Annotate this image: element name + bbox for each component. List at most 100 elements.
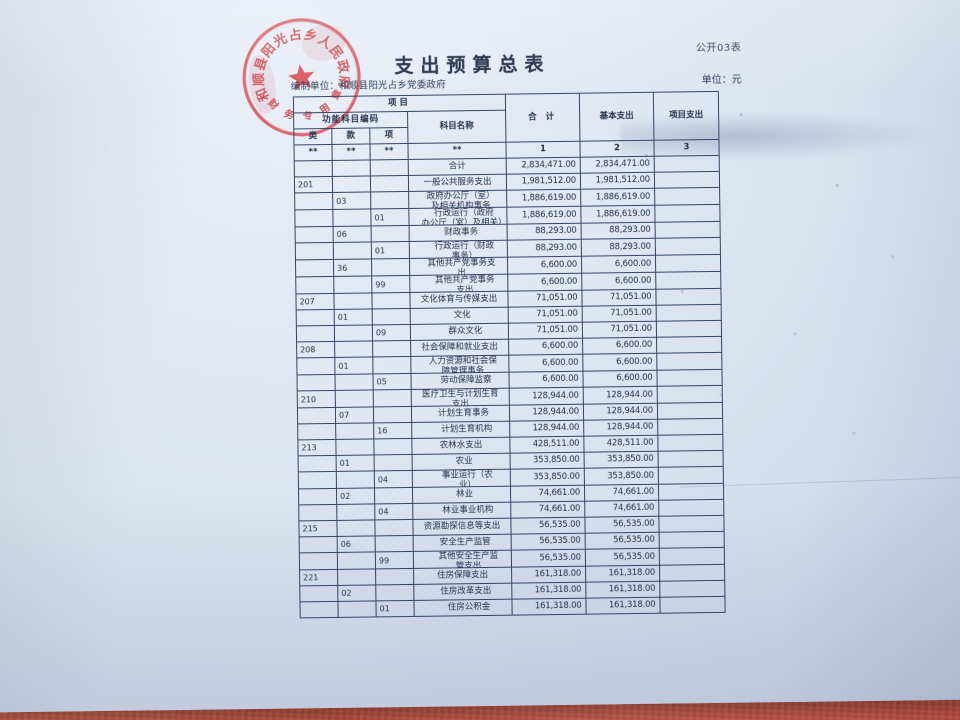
cell-item bbox=[372, 340, 411, 357]
header-function-code-group: 功能科目编码 bbox=[293, 111, 408, 129]
seal-char: 政 bbox=[333, 58, 352, 75]
cell-subject-name: 合计 bbox=[408, 158, 507, 176]
cell-subject-name: 文化体育与传媒支出 bbox=[409, 291, 509, 309]
cell-item bbox=[370, 175, 409, 192]
cell-subject-name: 政府办公厅（室） 及相关机构事务 bbox=[408, 190, 507, 209]
cell-subject-name: 社会保障和就业支出 bbox=[410, 339, 509, 357]
cell-total: 428,511.00 bbox=[509, 436, 585, 454]
cell-item: 04 bbox=[374, 503, 413, 520]
cell-class bbox=[296, 357, 335, 375]
cell-item bbox=[371, 292, 411, 309]
seal-char: 阳 bbox=[259, 40, 280, 61]
cell-item bbox=[372, 308, 411, 325]
cell-item: 01 bbox=[375, 600, 415, 617]
cell-total: 353,850.00 bbox=[510, 452, 585, 470]
cell-section: 02 bbox=[336, 487, 375, 505]
cell-project-expenditure bbox=[659, 547, 725, 566]
cell-item bbox=[370, 191, 409, 209]
cell-project-expenditure bbox=[655, 271, 721, 290]
cell-section bbox=[333, 241, 372, 260]
cell-item: 99 bbox=[371, 275, 410, 293]
cell-class bbox=[299, 552, 338, 570]
cell-section bbox=[333, 275, 372, 294]
cell-class: 221 bbox=[299, 569, 338, 586]
cell-total: 6,600.00 bbox=[507, 256, 582, 275]
cell-section bbox=[336, 470, 375, 489]
header-project-label: 项目支出 bbox=[669, 110, 704, 121]
cell-total: 161,318.00 bbox=[511, 582, 586, 600]
cell-basic-expenditure: 6,600.00 bbox=[582, 337, 657, 355]
cell-total: 1,981,512.00 bbox=[506, 173, 581, 191]
cell-section: 02 bbox=[337, 584, 376, 602]
cell-basic-expenditure: 1,981,512.00 bbox=[580, 172, 655, 190]
cell-project-expenditure bbox=[654, 171, 720, 189]
cell-basic-expenditure: 161,318.00 bbox=[585, 581, 660, 599]
cell-section bbox=[332, 159, 371, 177]
expenditure-budget-table-wrapper: 项目 合 计 基本支出 项目支出 功能科目编码 科目名称 类 款 项 bbox=[292, 90, 726, 619]
expenditure-budget-table: 项目 合 计 基本支出 项目支出 功能科目编码 科目名称 类 款 项 bbox=[292, 90, 726, 619]
cell-section bbox=[332, 175, 371, 193]
header-total-label: 合 计 bbox=[528, 112, 558, 123]
cell-project-expenditure bbox=[656, 336, 722, 354]
cell-class bbox=[295, 276, 334, 294]
header-project-expenditure: 项目支出 bbox=[653, 91, 719, 141]
cell-class bbox=[295, 226, 334, 243]
cell-total: 71,051.00 bbox=[508, 306, 583, 324]
cell-subject-name: 住房公积金 bbox=[413, 599, 513, 617]
cell-item bbox=[371, 225, 410, 242]
cell-total: 1,886,619.00 bbox=[506, 206, 582, 225]
seal-char: 人 bbox=[315, 32, 335, 53]
cell-section bbox=[332, 208, 372, 227]
cell-class bbox=[299, 536, 338, 553]
cell-total: 161,318.00 bbox=[511, 566, 586, 584]
cell-subject-name-line2: 办公厅（室）及相关） bbox=[421, 217, 507, 225]
cell-item bbox=[375, 535, 414, 552]
cell-subject-name: 医疗卫生与计划生育 支出 bbox=[411, 388, 510, 407]
cell-class: 213 bbox=[297, 439, 337, 456]
cell-project-expenditure bbox=[659, 564, 725, 582]
header-sub-total: 1 bbox=[505, 141, 581, 159]
cell-section bbox=[337, 551, 376, 570]
seal-char: 乡 bbox=[302, 27, 319, 46]
cell-basic-expenditure: 1,886,619.00 bbox=[580, 188, 655, 207]
cell-subject-name: 其他共产党事务支出 bbox=[409, 274, 508, 293]
cell-class bbox=[294, 209, 334, 227]
cell-basic-expenditure: 56,535.00 bbox=[585, 532, 660, 550]
header-total: 合 计 bbox=[505, 93, 580, 143]
cell-section bbox=[334, 340, 373, 358]
cell-item: 04 bbox=[374, 470, 413, 488]
seal-char: 民 bbox=[325, 43, 346, 63]
cell-subject-name: 其他共产党事务支出 bbox=[409, 257, 508, 276]
cell-subject-name: 资源勘探信息等支出 bbox=[412, 518, 512, 536]
cell-project-expenditure bbox=[659, 596, 726, 614]
cell-section bbox=[334, 324, 373, 342]
seal-char: 和 bbox=[253, 85, 273, 104]
cell-basic-expenditure: 88,293.00 bbox=[581, 238, 656, 257]
cell-section: 03 bbox=[332, 191, 371, 210]
cell-class bbox=[294, 160, 333, 177]
cell-project-expenditure bbox=[656, 369, 723, 387]
cell-class: 207 bbox=[295, 293, 335, 310]
cell-basic-expenditure: 128,944.00 bbox=[583, 386, 658, 405]
cell-basic-expenditure: 71,051.00 bbox=[582, 321, 657, 339]
cell-total: 74,661.00 bbox=[510, 501, 585, 519]
cell-basic-expenditure: 74,661.00 bbox=[584, 500, 659, 518]
cell-section: 01 bbox=[336, 454, 375, 472]
cell-total: 6,600.00 bbox=[508, 354, 583, 373]
cell-class: 215 bbox=[298, 520, 338, 537]
cell-project-expenditure bbox=[655, 221, 721, 239]
cell-basic-expenditure: 6,600.00 bbox=[582, 370, 658, 388]
cell-project-expenditure bbox=[654, 187, 720, 206]
header-class: 类 bbox=[293, 128, 332, 145]
table-head: 项目 合 计 基本支出 项目支出 功能科目编码 科目名称 类 款 项 bbox=[293, 91, 720, 161]
cell-total: 6,600.00 bbox=[508, 338, 583, 356]
cell-basic-expenditure: 128,944.00 bbox=[583, 403, 658, 421]
cell-project-expenditure bbox=[657, 385, 723, 404]
cell-basic-expenditure: 161,318.00 bbox=[585, 565, 660, 583]
seal-char: 光 bbox=[271, 31, 291, 51]
header-basic-expenditure: 基本支出 bbox=[579, 92, 654, 142]
seal-ink-blot bbox=[244, 52, 280, 117]
cell-subject-name: 劳动保障监察 bbox=[410, 372, 510, 390]
cell-section bbox=[337, 600, 377, 618]
header-sub-item: ** bbox=[369, 143, 409, 160]
